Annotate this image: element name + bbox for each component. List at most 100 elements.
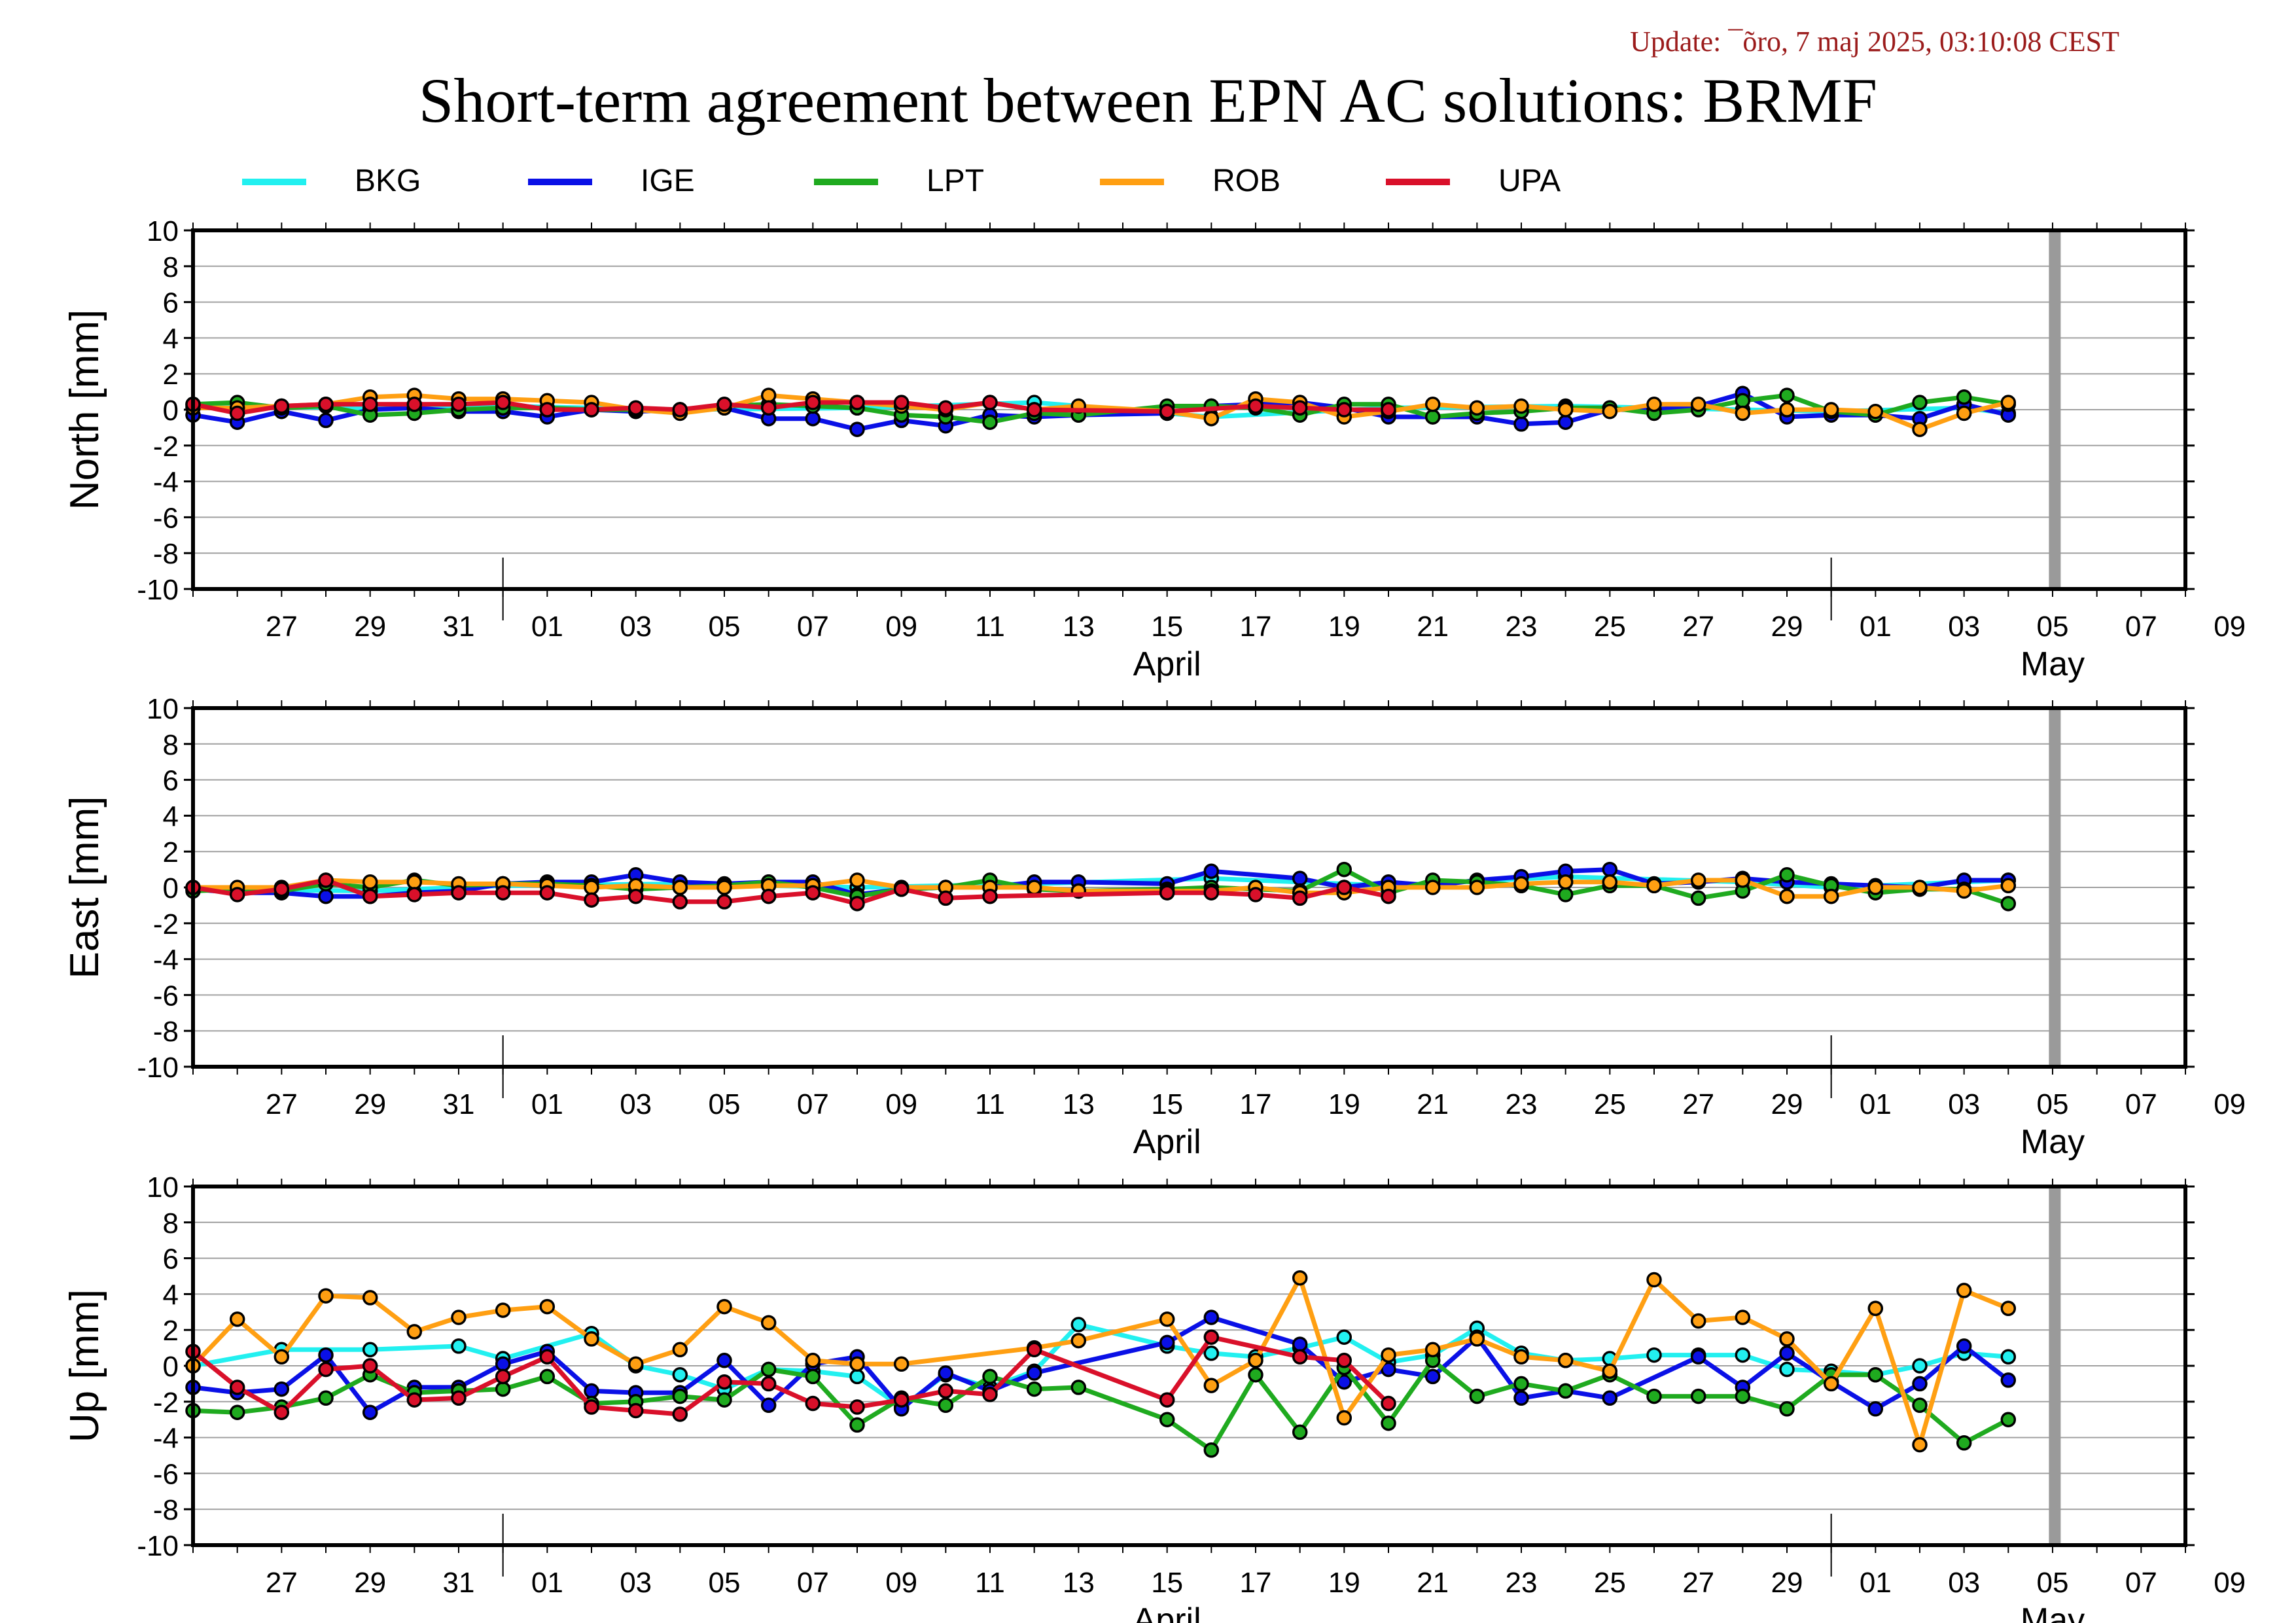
data-point-rob <box>229 1311 245 1327</box>
data-point-upa <box>1292 1349 1308 1365</box>
data-point-ige <box>1424 1368 1441 1385</box>
x-tick-label: 27 <box>266 1088 298 1120</box>
data-point-upa <box>406 887 423 902</box>
data-point-ige <box>1336 1374 1352 1390</box>
data-point-upa <box>938 1383 954 1399</box>
data-point-upa <box>495 395 511 410</box>
x-tick-label: 19 <box>1328 1567 1360 1599</box>
data-point-upa <box>406 1392 423 1408</box>
data-point-lpt <box>1026 1381 1042 1397</box>
data-point-rob <box>1381 1347 1396 1363</box>
x-tick-label: 01 <box>531 611 563 643</box>
data-point-bkg <box>672 1366 688 1383</box>
y-tick-label: -4 <box>153 1423 179 1455</box>
x-tick-label: 09 <box>2214 611 2246 643</box>
data-point-rob <box>1646 1272 1662 1288</box>
update-timestamp: Update: ¯õro, 7 maj 2025, 03:10:08 CEST <box>1630 26 2119 58</box>
x-tick-label: 13 <box>1063 611 1095 643</box>
data-point-rob <box>362 1290 378 1306</box>
data-point-upa <box>982 395 998 410</box>
data-point-rob <box>1159 1311 1175 1327</box>
data-point-ige <box>1203 863 1220 880</box>
data-point-rob <box>1336 1410 1352 1426</box>
data-point-rob <box>1735 1310 1751 1325</box>
data-point-upa <box>1159 1392 1175 1408</box>
data-point-rob <box>1779 888 1795 904</box>
data-point-upa <box>716 397 732 412</box>
y-axis-label: Up [mm] <box>62 1289 107 1442</box>
data-point-ige <box>318 412 334 429</box>
data-point-rob <box>584 1331 599 1347</box>
y-tick-label: 0 <box>163 1351 179 1383</box>
data-point-upa <box>1292 400 1308 416</box>
data-point-upa <box>539 402 556 418</box>
data-point-upa <box>1159 885 1175 901</box>
data-point-ige <box>1513 416 1529 432</box>
data-point-rob <box>1513 398 1529 414</box>
legend-label-bkg: BKG <box>355 164 421 198</box>
data-point-upa <box>1026 1342 1042 1358</box>
data-point-rob <box>1070 1332 1087 1349</box>
data-point-rob <box>584 880 599 895</box>
x-tick-label: 07 <box>797 1567 829 1599</box>
data-point-lpt <box>1292 1424 1308 1440</box>
data-point-rob <box>1469 1331 1485 1347</box>
x-tick-label: 05 <box>709 611 741 643</box>
data-point-rob <box>760 1315 777 1330</box>
data-point-ige <box>274 1381 290 1397</box>
data-point-upa <box>1159 403 1175 419</box>
data-point-upa <box>229 405 245 421</box>
data-point-rob <box>1248 1353 1263 1368</box>
x-tick-label: 29 <box>1771 611 1803 643</box>
data-point-upa <box>716 1374 732 1390</box>
x-tick-label: 07 <box>2125 1088 2157 1120</box>
data-point-ige <box>849 421 865 437</box>
data-point-rob <box>1956 883 1972 899</box>
data-point-rob <box>627 1356 644 1372</box>
data-point-upa <box>849 395 865 410</box>
data-point-upa <box>760 1376 777 1392</box>
data-point-rob <box>1735 405 1751 421</box>
data-point-upa <box>318 1361 334 1378</box>
y-tick-label: 8 <box>163 1207 179 1240</box>
data-point-lpt <box>982 1368 998 1385</box>
data-point-upa <box>362 888 378 904</box>
legend-label-rob: ROB <box>1212 164 1281 198</box>
data-point-ige <box>1867 1401 1884 1417</box>
data-point-bkg <box>1646 1347 1662 1363</box>
data-point-lpt <box>229 1404 245 1420</box>
x-tick-label: 25 <box>1594 1567 1626 1599</box>
data-point-bkg <box>1779 1361 1795 1378</box>
data-point-lpt <box>938 1397 954 1414</box>
data-point-rob <box>1424 880 1441 895</box>
data-point-lpt <box>1779 867 1795 883</box>
legend-swatch-bkg <box>242 179 306 185</box>
x-tick-label: 07 <box>2125 1567 2157 1599</box>
x-tick-label: 29 <box>354 611 386 643</box>
data-point-ige <box>1557 414 1574 430</box>
x-tick-label: 03 <box>620 1567 652 1599</box>
data-point-rob <box>1735 872 1751 888</box>
data-point-ige <box>760 1397 777 1414</box>
data-point-lpt <box>1557 887 1574 902</box>
x-tick-label: 01 <box>1860 611 1892 643</box>
data-point-upa <box>274 1404 290 1420</box>
data-point-bkg <box>1912 1358 1928 1374</box>
data-point-rob <box>406 874 423 890</box>
data-point-lpt <box>1513 1376 1529 1392</box>
data-point-upa <box>451 885 467 901</box>
y-tick-label: -2 <box>153 1387 179 1419</box>
data-point-ige <box>1159 1334 1175 1351</box>
data-point-upa <box>1248 398 1263 414</box>
data-point-rob <box>716 880 732 895</box>
data-point-lpt <box>1735 393 1751 409</box>
data-point-upa <box>1381 888 1396 904</box>
x-tick-label: 15 <box>1151 1567 1183 1599</box>
data-point-lpt <box>672 1388 688 1404</box>
data-point-upa <box>1381 1395 1396 1412</box>
data-point-upa <box>584 402 599 418</box>
data-point-lpt <box>1557 1383 1574 1399</box>
data-point-upa <box>1026 402 1042 418</box>
x-tick-label: 07 <box>797 1088 829 1120</box>
